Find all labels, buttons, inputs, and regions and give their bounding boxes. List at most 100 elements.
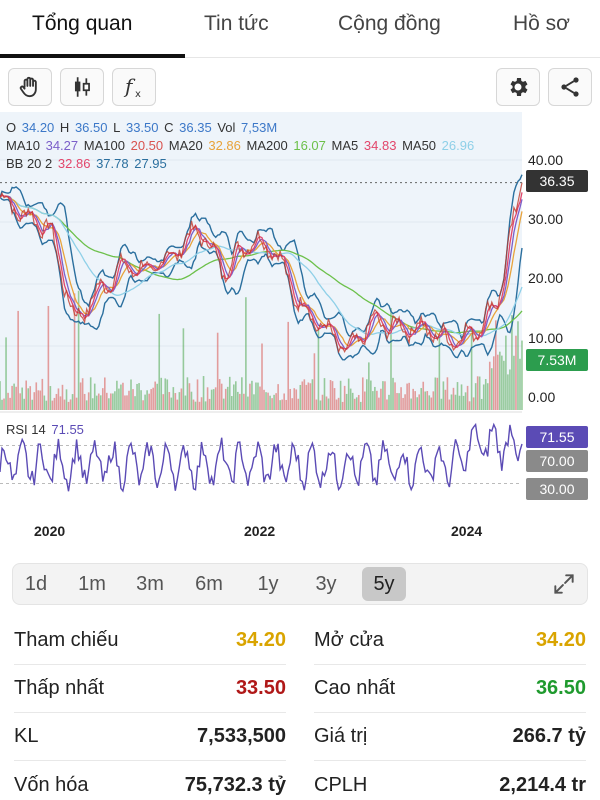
volume-bar [176, 399, 179, 410]
volume-bar [87, 392, 90, 410]
volume-bar [75, 397, 78, 410]
volume-bar [13, 383, 15, 410]
volume-bar [67, 401, 70, 410]
ma50-line [0, 194, 523, 337]
volume-bar [172, 387, 175, 410]
tab-news[interactable]: Tin tức [204, 12, 269, 35]
volume-bar [17, 310, 19, 410]
stat-label-high: Cao nhất [314, 677, 396, 699]
range-3y[interactable]: 3y [315, 572, 337, 595]
hand-tool-button[interactable] [8, 68, 52, 106]
volume-bar [33, 392, 36, 410]
tab-overview[interactable]: Tổng quan [32, 12, 133, 35]
stat-label-low: Thấp nhất [14, 677, 105, 699]
ma20-line [0, 194, 523, 347]
volume-bar [277, 384, 279, 410]
volume-bar [285, 399, 287, 410]
legend-ma200-value: 16.07 [293, 138, 326, 153]
volume-bar [349, 388, 352, 410]
volume-bar [382, 381, 384, 410]
volume-bar [11, 385, 13, 410]
volume-bar [59, 396, 62, 410]
volume-bar [269, 395, 271, 410]
volume-bar [29, 386, 32, 410]
volume-bar [428, 395, 431, 410]
volume-bar [118, 388, 120, 410]
range-1d[interactable]: 1d [24, 572, 48, 595]
share-button[interactable] [548, 68, 592, 106]
volume-bar [93, 383, 96, 410]
tab-community[interactable]: Cộng đồng [338, 12, 441, 35]
volume-bar [402, 397, 404, 410]
expand-icon[interactable] [551, 571, 577, 597]
legend-bb-upper-value: 37.78 [96, 156, 129, 171]
indicator-button[interactable]: f x [112, 68, 156, 106]
volume-bar [472, 397, 475, 410]
volume-bar [454, 394, 457, 410]
stat-row: KL 7,533,500 [14, 713, 286, 761]
volume-bar [353, 398, 356, 410]
range-6m[interactable]: 6m [195, 572, 223, 595]
volume-bar [408, 382, 410, 410]
ma-legend: MA10 34.27 MA100 20.50 MA20 32.86 MA200 … [6, 138, 476, 153]
stat-value-market-cap: 75,732.3 tỷ [184, 773, 286, 796]
bb-lower-line [0, 196, 523, 361]
range-1y[interactable]: 1y [257, 572, 279, 595]
legend-low-key: L [113, 120, 121, 135]
volume-bar [224, 388, 227, 410]
volume-bar [414, 391, 416, 410]
volume-bar [513, 355, 515, 410]
legend-rsi-value: 71.55 [51, 422, 84, 437]
volume-bar [39, 390, 42, 410]
volume-bar [257, 382, 259, 410]
rsi-line [0, 422, 523, 493]
volume-bar [138, 383, 140, 410]
range-3m[interactable]: 3m [136, 572, 164, 595]
volume-bar [444, 389, 447, 410]
volume-bar [245, 297, 247, 410]
volume-bar [81, 378, 84, 410]
volume-bar [351, 392, 354, 410]
price-chart[interactable]: O 34.20 H 36.50 L 33.50 C 36.35 Vol 7,53… [0, 112, 600, 552]
volume-bar [319, 400, 322, 410]
chart-canvas[interactable] [0, 112, 600, 552]
volume-bar [267, 392, 269, 410]
volume-bar [47, 305, 50, 410]
volume-bar [136, 383, 138, 410]
volume-bar [263, 389, 265, 410]
volume-bar [355, 397, 358, 410]
volume-bar [470, 333, 473, 410]
volume-bar [295, 389, 298, 410]
volume-bar [25, 380, 28, 410]
volume-bar [458, 395, 461, 410]
volume-bar [154, 381, 156, 410]
range-5y[interactable]: 5y [362, 567, 406, 601]
volume-bar [69, 399, 72, 410]
range-1m[interactable]: 1m [78, 572, 106, 595]
volume-bar [442, 381, 445, 410]
volume-bar [287, 321, 290, 410]
volume-bar [162, 394, 165, 410]
legend-ma10-key: MA10 [6, 138, 40, 153]
volume-bar [384, 381, 386, 410]
volume-bar [255, 382, 257, 410]
volume-bar [83, 393, 86, 410]
settings-button[interactable] [496, 68, 540, 106]
volume-bar [9, 397, 11, 410]
volume-bar [448, 399, 451, 410]
price-axis-tick: 30.00 [528, 211, 564, 227]
volume-bar [478, 376, 481, 410]
volume-bar [202, 376, 205, 410]
volume-bar [482, 384, 485, 410]
volume-bar [519, 358, 521, 410]
volume-bar [130, 379, 132, 410]
volume-bar [515, 335, 517, 410]
volume-bar [112, 393, 114, 410]
chart-type-button[interactable] [60, 68, 104, 106]
volume-bar [188, 383, 191, 410]
tab-profile[interactable]: Hồ sơ [513, 12, 570, 35]
volume-bar [3, 398, 5, 410]
volume-bar [120, 384, 122, 410]
volume-bar [140, 390, 142, 410]
volume-bar [440, 398, 443, 410]
